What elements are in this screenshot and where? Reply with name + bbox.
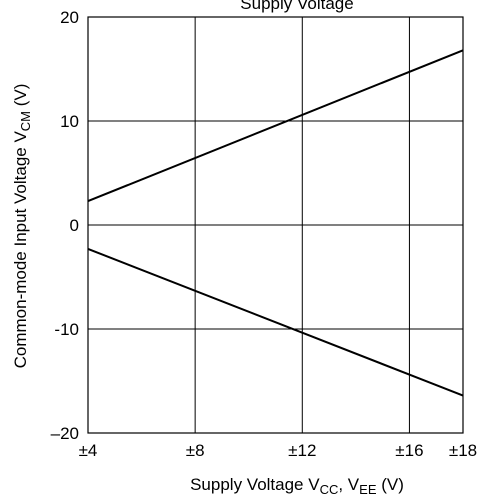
y-tick-label: 20 (60, 8, 79, 27)
y-axis-label: Common-mode Input Voltage VCM (V) (11, 84, 33, 369)
plot-frame (87, 16, 464, 434)
x-tick-label: ±12 (288, 441, 316, 460)
tick-labels: ±4 ±8 ±12 ±16 ±18 –20 -10 0 10 20 (51, 8, 478, 460)
x-tick-label: ±4 (79, 441, 98, 460)
y-tick-label: 0 (70, 216, 79, 235)
y-tick-label: –20 (51, 424, 79, 443)
x-tick-label: ±16 (395, 441, 423, 460)
chart-title: Supply Voltage (240, 0, 353, 13)
series-line-2 (87, 247, 464, 397)
x-axis-label: Supply Voltage VCC, VEE (V) (190, 475, 404, 497)
series-lines (87, 49, 464, 397)
x-tick-label: ±8 (186, 441, 205, 460)
grid (88, 17, 463, 433)
y-tick-label: 10 (60, 112, 79, 131)
x-tick-label: ±18 (449, 441, 477, 460)
series-line-1 (87, 49, 464, 203)
y-tick-label: -10 (54, 320, 79, 339)
